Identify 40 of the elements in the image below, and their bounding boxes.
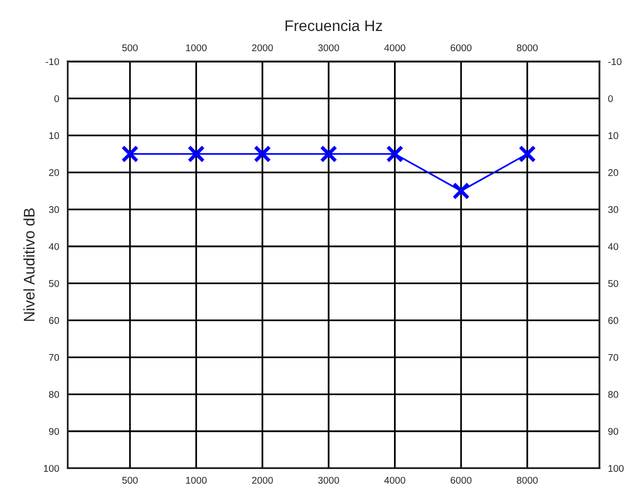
y-tick-label: 40 xyxy=(48,243,60,250)
y2-tick-label: 90 xyxy=(608,428,618,435)
y-tick-label: 50 xyxy=(48,280,60,287)
y2-tick-label: 40 xyxy=(608,243,618,250)
x-tick-label: 6000 xyxy=(450,476,472,484)
y2-tick-label: 20 xyxy=(608,169,618,176)
y-tick-label: 10 xyxy=(49,132,60,140)
y-tick-label: 80 xyxy=(49,391,60,398)
y2-tick-label: 10 xyxy=(608,132,618,140)
y-tick-label: -10 xyxy=(46,58,60,66)
y2-tick-label: 100 xyxy=(608,464,624,472)
y-tick-label: 20 xyxy=(49,169,60,176)
y2-tick-label: 70 xyxy=(608,354,618,361)
category-label: 1000 xyxy=(186,44,207,52)
y-tick-label: 90 xyxy=(49,428,60,435)
y2-tick-label: 80 xyxy=(608,391,618,398)
y2-tick-label: 50 xyxy=(608,280,618,287)
y2-tick-label: -10 xyxy=(608,58,622,66)
y2-tick-label: 0 xyxy=(608,95,613,102)
y-tick-label: 30 xyxy=(48,206,60,214)
x-tick-label: 2000 xyxy=(252,476,273,484)
y2-tick-label: 30 xyxy=(608,206,618,214)
category-label: 8000 xyxy=(516,44,538,52)
y-tick-label: 60 xyxy=(49,317,60,324)
chart-title: Frecuencia Hz xyxy=(286,20,382,32)
category-label: 4000 xyxy=(384,44,406,52)
category-label: 3000 xyxy=(318,44,340,52)
category-label: 2000 xyxy=(252,44,273,52)
y-tick-label: 0 xyxy=(54,95,60,102)
category-label: 500 xyxy=(122,44,138,52)
y2-tick-label: 60 xyxy=(608,317,618,324)
y-axis-title: Nivel Auditivo dB xyxy=(23,208,35,321)
x-tick-label: 500 xyxy=(122,476,138,484)
x-tick-label: 4000 xyxy=(384,476,406,484)
x-tick-label: 8000 xyxy=(516,476,538,484)
y-tick-label: 70 xyxy=(49,354,60,361)
y-tick-label: 100 xyxy=(44,464,60,472)
x-tick-label: 3000 xyxy=(318,476,340,484)
category-label: 6000 xyxy=(450,44,472,52)
x-tick-label: 1000 xyxy=(186,476,207,484)
